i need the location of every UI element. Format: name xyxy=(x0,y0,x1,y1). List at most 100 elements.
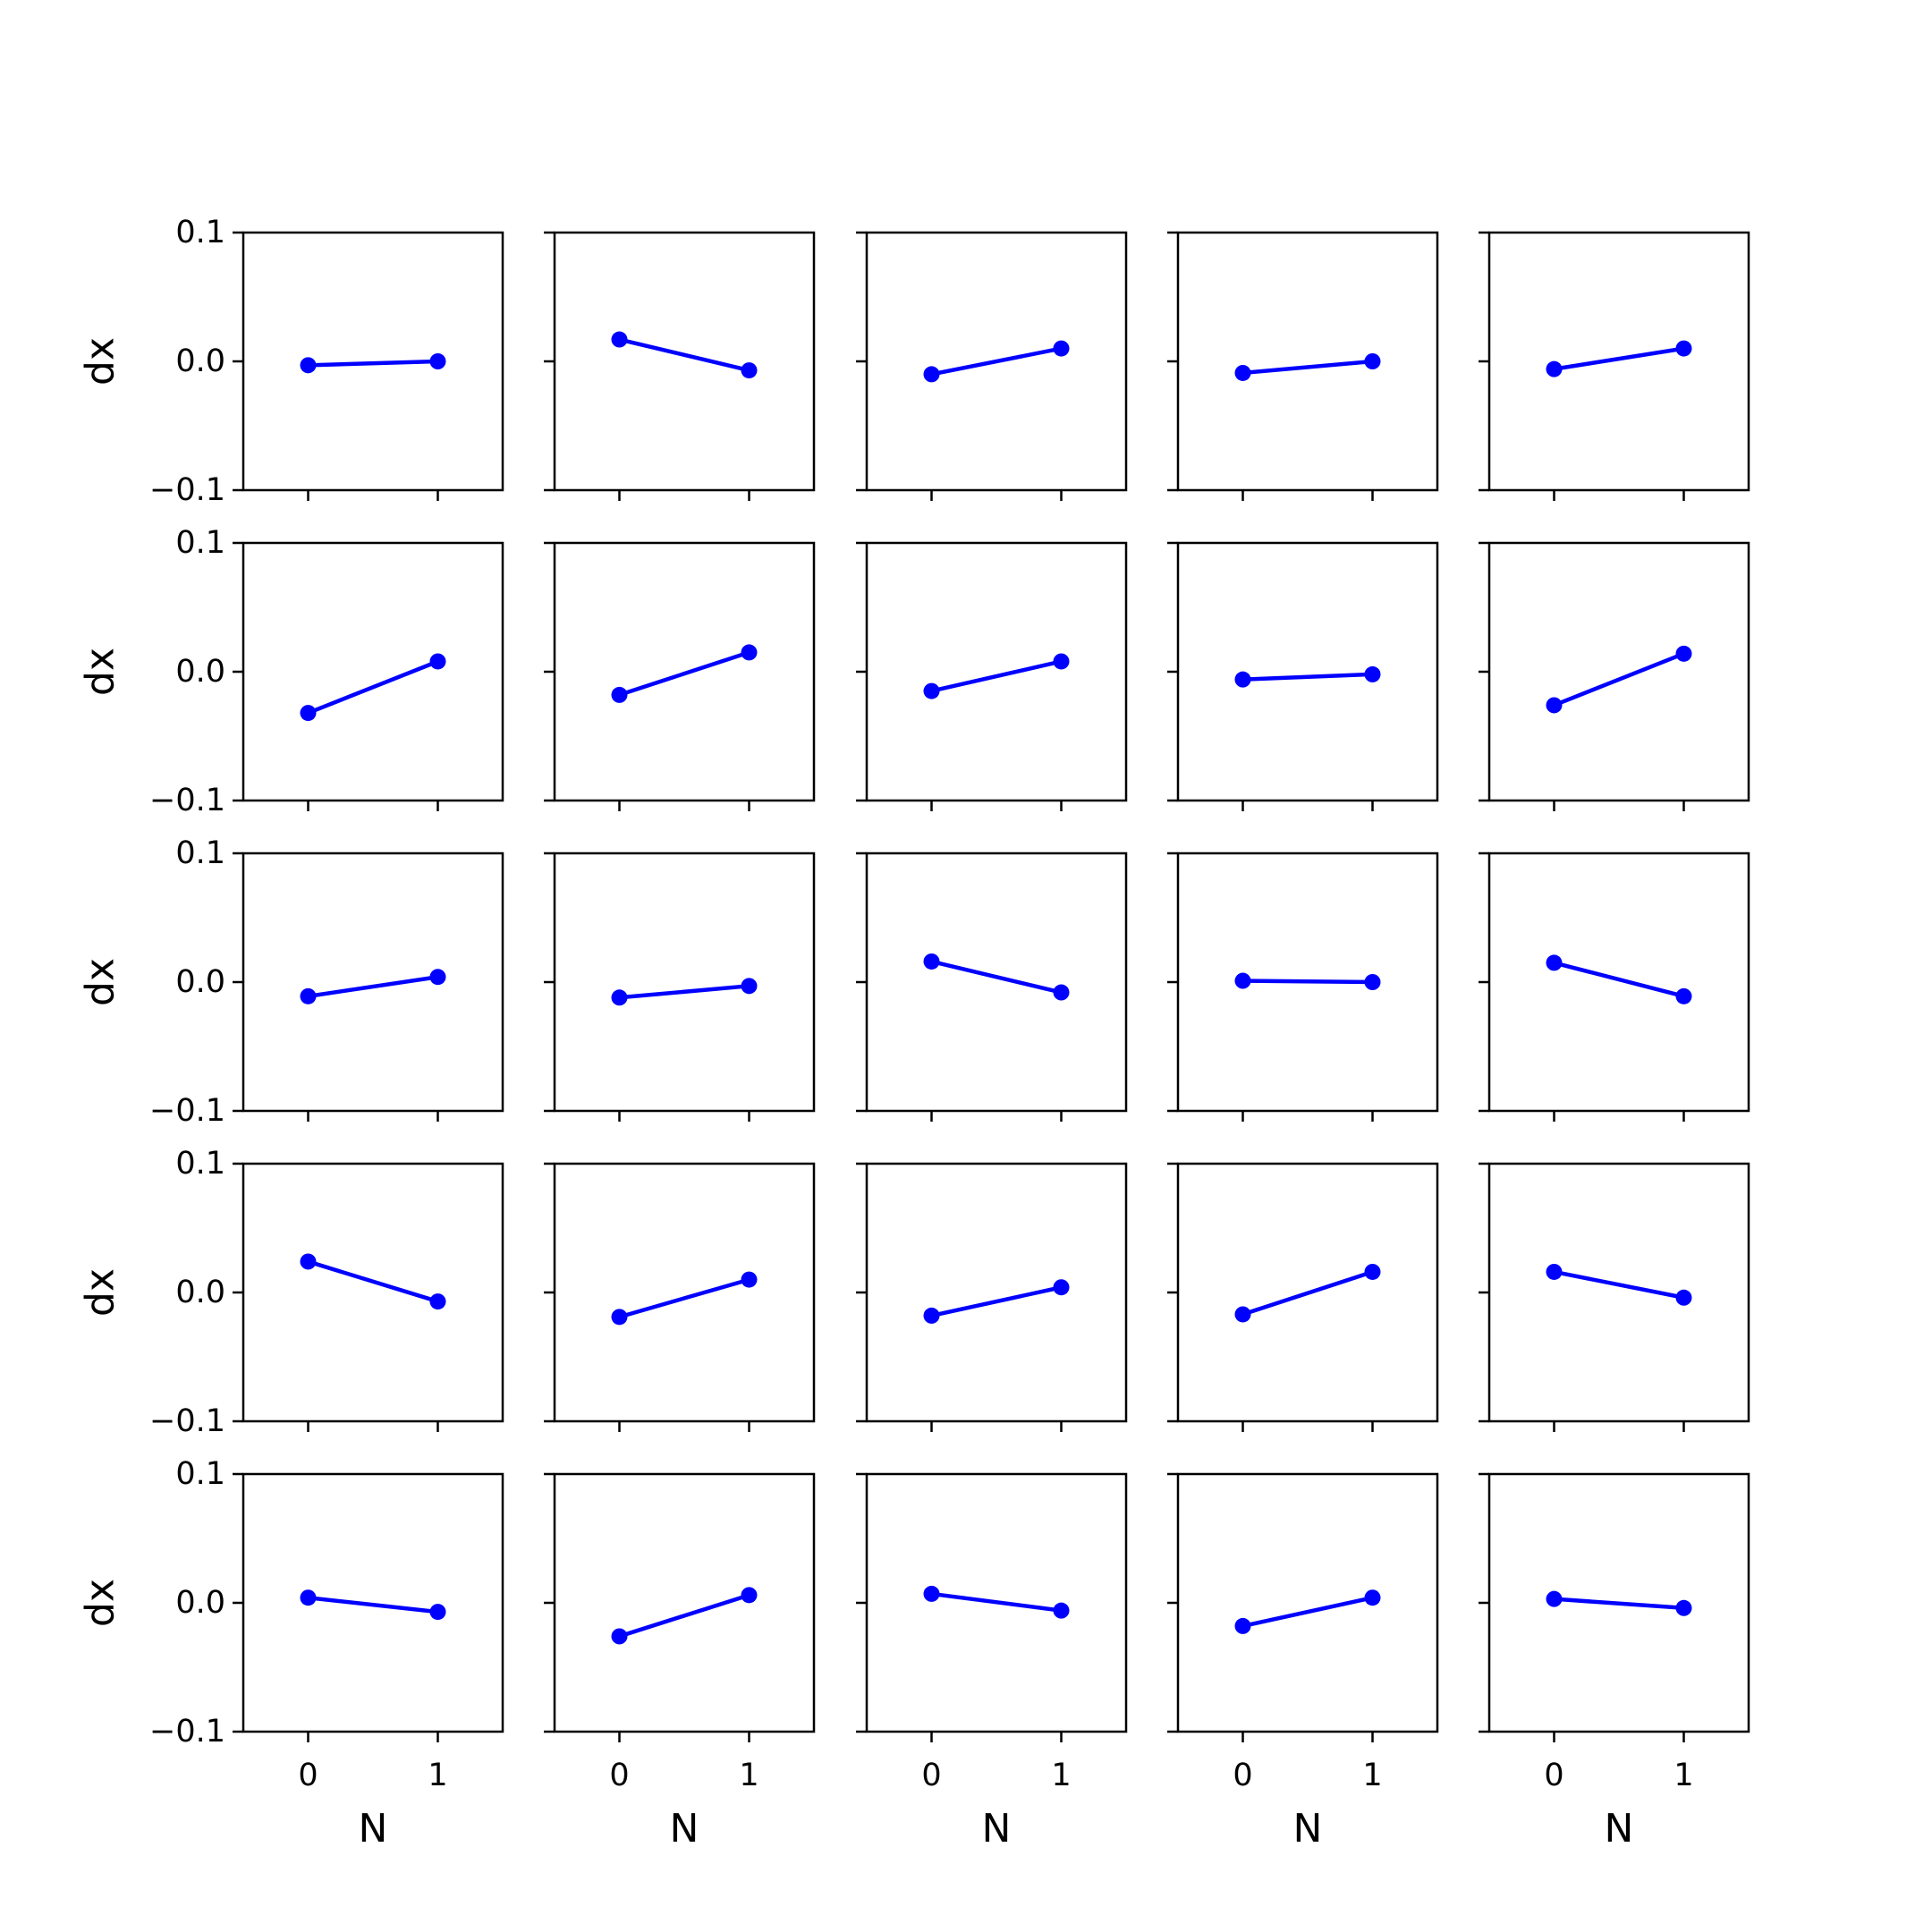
panel-r4c2 xyxy=(544,1162,816,1432)
panel-r2c2 xyxy=(544,541,816,811)
series-line xyxy=(306,974,440,999)
y-tick-label: 0.0 xyxy=(175,654,225,690)
y-axis-label: dx xyxy=(78,1579,123,1627)
data-point xyxy=(741,362,758,379)
panel-r2c5 xyxy=(1479,541,1750,811)
series-line xyxy=(617,1593,751,1639)
x-tick-label: 0 xyxy=(921,1758,941,1793)
data-point xyxy=(1546,954,1563,971)
data-point xyxy=(611,331,628,348)
panel-r3c3 xyxy=(856,852,1128,1122)
data-point xyxy=(429,1604,446,1621)
series-line xyxy=(617,650,751,698)
series-line xyxy=(929,659,1063,693)
series-line xyxy=(1241,1269,1375,1317)
panel-r4c4 xyxy=(1167,1162,1439,1432)
series-line xyxy=(1552,961,1686,999)
data-point xyxy=(611,989,628,1006)
data-point xyxy=(1234,972,1251,989)
series-line xyxy=(617,1277,751,1319)
data-point xyxy=(1675,645,1692,662)
data-point xyxy=(1675,1599,1692,1616)
data-point xyxy=(1546,1590,1563,1607)
data-point xyxy=(1234,364,1251,381)
x-tick-label: 1 xyxy=(1674,1758,1693,1793)
data-point xyxy=(1546,360,1563,377)
y-tick-label: −0.1 xyxy=(149,783,225,818)
x-tick-label: 0 xyxy=(1544,1758,1563,1793)
data-point xyxy=(741,1587,758,1604)
data-point xyxy=(1053,340,1070,357)
panels-layer: −0.10.00.1dx−0.10.00.1dx−0.10.00.1dx−0.1… xyxy=(78,215,1750,1852)
data-point xyxy=(1053,1279,1070,1296)
panel-r3c4 xyxy=(1167,852,1439,1122)
x-axis-label: N xyxy=(359,1806,388,1852)
data-point xyxy=(1675,1289,1692,1306)
y-tick-label: 0.1 xyxy=(175,1146,225,1182)
y-tick-label: 0.1 xyxy=(175,1456,225,1492)
y-tick-label: −0.1 xyxy=(149,1403,225,1439)
y-tick-label: −0.1 xyxy=(149,1093,225,1129)
y-tick-label: 0.1 xyxy=(175,835,225,871)
x-tick-label: 0 xyxy=(609,1758,629,1793)
series-line xyxy=(1241,979,1375,985)
x-axis-label: N xyxy=(982,1806,1012,1852)
data-point xyxy=(923,1585,940,1602)
series-line xyxy=(1552,651,1686,708)
data-point xyxy=(1546,1263,1563,1280)
series-line xyxy=(306,359,440,368)
data-point xyxy=(300,705,317,722)
panel-r5c5: 0 1 N xyxy=(1479,1472,1750,1852)
data-point xyxy=(1053,653,1070,670)
y-tick-label: 0.0 xyxy=(175,1275,225,1310)
panel-r5c1: −0.1 0.0 0.1 0 1 dx N xyxy=(78,1456,504,1852)
data-point xyxy=(923,1307,940,1324)
data-point xyxy=(1364,1263,1381,1280)
data-point xyxy=(611,1628,628,1645)
panel-r5c2: 0 1 N xyxy=(544,1472,816,1852)
y-tick-label: −0.1 xyxy=(149,472,225,508)
data-point xyxy=(611,686,628,703)
series-line xyxy=(306,1259,440,1304)
x-tick-label: 1 xyxy=(1051,1758,1071,1793)
series-line xyxy=(1552,1269,1686,1301)
data-point xyxy=(923,366,940,383)
data-point xyxy=(923,953,940,970)
y-tick-label: 0.0 xyxy=(175,1585,225,1621)
x-tick-label: 1 xyxy=(739,1758,758,1793)
x-axis-label: N xyxy=(670,1806,699,1852)
y-axis-label: dx xyxy=(78,1268,123,1317)
panel-r2c3 xyxy=(856,541,1128,811)
y-tick-label: 0.0 xyxy=(175,964,225,1000)
data-point xyxy=(429,653,446,670)
panel-r4c3 xyxy=(856,1162,1128,1432)
data-point xyxy=(300,1253,317,1270)
panel-r3c1: −0.1 0.0 0.1 dx xyxy=(78,835,504,1129)
data-point xyxy=(741,1271,758,1288)
series-line xyxy=(617,337,751,373)
y-axis-label: dx xyxy=(78,337,123,386)
data-point xyxy=(1364,665,1381,682)
panel-r2c1: −0.1 0.0 0.1 dx xyxy=(78,525,504,818)
y-axis-label: dx xyxy=(78,958,123,1006)
y-tick-label: −0.1 xyxy=(149,1714,225,1750)
panel-r1c2 xyxy=(544,231,816,501)
data-point xyxy=(1234,1617,1251,1634)
data-point xyxy=(300,987,317,1004)
series-line xyxy=(929,959,1063,995)
data-point xyxy=(923,682,940,699)
panel-r1c5 xyxy=(1479,231,1750,501)
x-tick-label: 0 xyxy=(1233,1758,1252,1793)
y-tick-label: 0.1 xyxy=(175,215,225,250)
x-tick-label: 1 xyxy=(1362,1758,1382,1793)
series-line xyxy=(929,346,1063,377)
panel-r4c1: −0.1 0.0 0.1 dx xyxy=(78,1146,504,1439)
panel-r1c4 xyxy=(1167,231,1439,501)
panel-r2c4 xyxy=(1167,541,1439,811)
data-point xyxy=(300,357,317,374)
series-line xyxy=(306,659,440,716)
panel-r4c5 xyxy=(1479,1162,1750,1432)
panel-r3c2 xyxy=(544,852,816,1122)
